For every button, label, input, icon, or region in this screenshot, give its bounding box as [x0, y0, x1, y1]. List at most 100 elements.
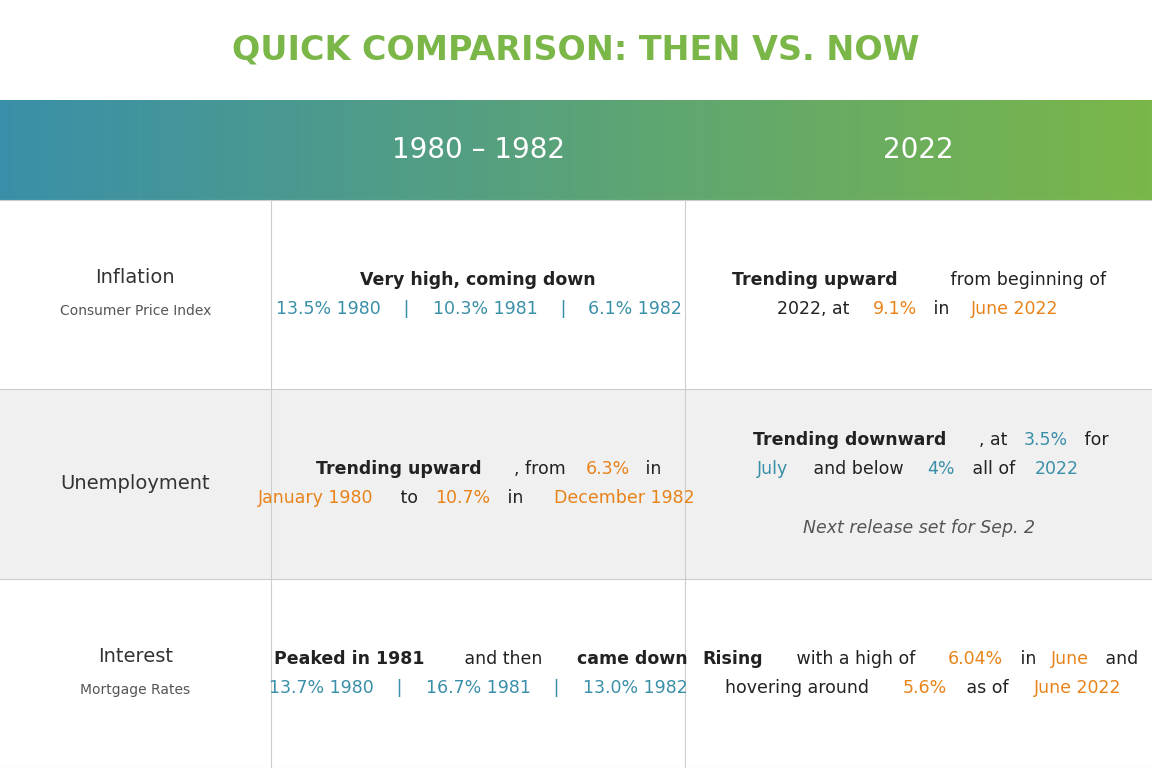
- Text: and: and: [1100, 650, 1138, 667]
- Bar: [1102, 100, 1106, 200]
- Bar: [775, 100, 780, 200]
- Bar: [77, 100, 81, 200]
- Bar: [1017, 100, 1022, 200]
- Bar: [84, 100, 89, 200]
- Bar: [291, 100, 296, 200]
- Bar: [1025, 100, 1029, 200]
- Bar: [15, 100, 20, 200]
- Bar: [976, 100, 979, 200]
- Bar: [1098, 100, 1102, 200]
- Bar: [411, 100, 415, 200]
- Bar: [838, 100, 841, 200]
- Bar: [856, 100, 861, 200]
- Bar: [1144, 100, 1149, 200]
- Bar: [960, 100, 964, 200]
- Bar: [844, 100, 849, 200]
- Text: 6.3%: 6.3%: [586, 460, 630, 478]
- Bar: [803, 100, 806, 200]
- Bar: [153, 100, 158, 200]
- Bar: [23, 100, 26, 200]
- Text: |: |: [399, 300, 415, 318]
- Text: 4%: 4%: [927, 460, 955, 478]
- Text: , at: , at: [979, 431, 1013, 449]
- Bar: [418, 100, 423, 200]
- Bar: [1006, 100, 1010, 200]
- Bar: [948, 100, 953, 200]
- Bar: [726, 100, 729, 200]
- Bar: [230, 100, 234, 200]
- Bar: [749, 100, 752, 200]
- Bar: [1037, 100, 1040, 200]
- Bar: [158, 100, 161, 200]
- Bar: [895, 100, 899, 200]
- Bar: [757, 100, 760, 200]
- Bar: [515, 100, 518, 200]
- Bar: [503, 100, 507, 200]
- Bar: [983, 100, 987, 200]
- Bar: [234, 100, 238, 200]
- Bar: [861, 100, 864, 200]
- Bar: [653, 100, 657, 200]
- Bar: [464, 100, 469, 200]
- Text: all of: all of: [967, 460, 1021, 478]
- Bar: [783, 100, 787, 200]
- Bar: [499, 100, 503, 200]
- Bar: [741, 100, 745, 200]
- Bar: [115, 100, 119, 200]
- Bar: [810, 100, 814, 200]
- Bar: [35, 100, 38, 200]
- Bar: [8, 100, 12, 200]
- Bar: [541, 100, 545, 200]
- Bar: [706, 100, 711, 200]
- Bar: [645, 100, 649, 200]
- Bar: [814, 100, 818, 200]
- Bar: [0, 200, 1152, 389]
- Bar: [1063, 100, 1068, 200]
- Bar: [199, 100, 204, 200]
- Bar: [207, 100, 211, 200]
- Bar: [591, 100, 596, 200]
- Text: Unemployment: Unemployment: [61, 475, 210, 493]
- Bar: [54, 100, 58, 200]
- Bar: [1117, 100, 1121, 200]
- Bar: [833, 100, 838, 200]
- Bar: [734, 100, 737, 200]
- Text: and below: and below: [808, 460, 909, 478]
- Bar: [530, 100, 533, 200]
- Text: Consumer Price Index: Consumer Price Index: [60, 304, 211, 318]
- Bar: [268, 100, 273, 200]
- Bar: [1029, 100, 1033, 200]
- Bar: [26, 100, 31, 200]
- Bar: [219, 100, 222, 200]
- Bar: [146, 100, 150, 200]
- Bar: [192, 100, 196, 200]
- Bar: [311, 100, 314, 200]
- Bar: [300, 100, 303, 200]
- Text: with a high of: with a high of: [790, 650, 920, 667]
- Bar: [245, 100, 250, 200]
- Bar: [798, 100, 803, 200]
- Bar: [918, 100, 922, 200]
- Text: Mortgage Rates: Mortgage Rates: [81, 684, 190, 697]
- Bar: [768, 100, 772, 200]
- Bar: [676, 100, 680, 200]
- Bar: [384, 100, 388, 200]
- Bar: [365, 100, 369, 200]
- Bar: [372, 100, 377, 200]
- Bar: [1079, 100, 1083, 200]
- Bar: [338, 100, 342, 200]
- Bar: [346, 100, 349, 200]
- Text: 13.0% 1982: 13.0% 1982: [583, 679, 688, 697]
- Bar: [1022, 100, 1025, 200]
- Text: Rising: Rising: [703, 650, 763, 667]
- Bar: [100, 100, 104, 200]
- Bar: [1137, 100, 1140, 200]
- Bar: [522, 100, 526, 200]
- Bar: [634, 100, 637, 200]
- Bar: [250, 100, 253, 200]
- Bar: [135, 100, 138, 200]
- Bar: [772, 100, 775, 200]
- Bar: [169, 100, 173, 200]
- Bar: [127, 100, 130, 200]
- Bar: [487, 100, 492, 200]
